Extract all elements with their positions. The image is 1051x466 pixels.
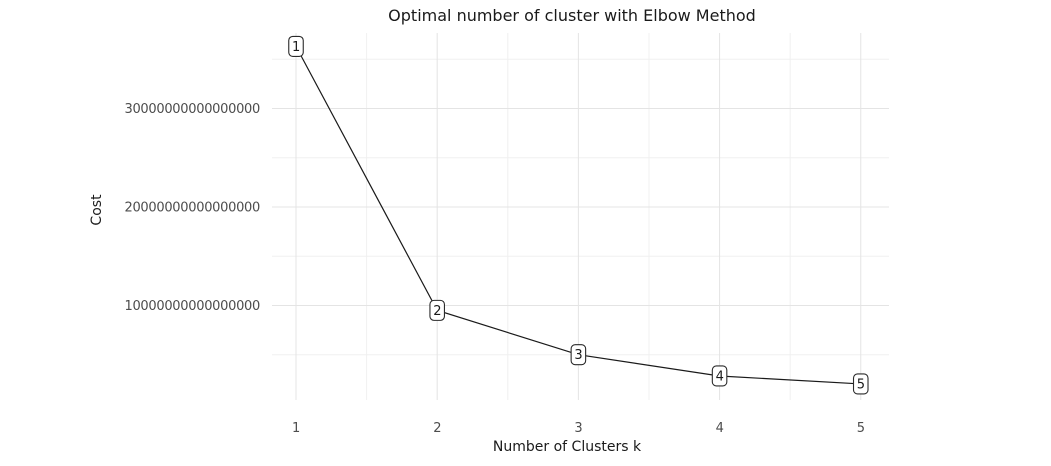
x-axis-title: Number of Clusters k (492, 439, 642, 455)
y-tick-label: 20000000000000000 (124, 200, 260, 215)
y-tick-label: 30000000000000000 (124, 102, 260, 117)
x-tick-label: 4 (716, 421, 724, 436)
data-point-label-box (429, 299, 445, 321)
data-point-label-box (288, 35, 304, 57)
x-tick-label: 5 (857, 421, 865, 436)
data-point-label-box (711, 365, 728, 387)
data-point-label-box (570, 344, 587, 366)
data-point-label: 1 (292, 40, 300, 55)
x-tick-label: 3 (574, 421, 582, 436)
x-tick-label: 1 (292, 421, 300, 436)
x-tick-label: 2 (433, 421, 441, 436)
data-point-label: 3 (574, 348, 582, 363)
chart-title: Optimal number of cluster with Elbow Met… (388, 6, 756, 25)
data-point-label: 2 (433, 304, 441, 319)
y-tick-label: 10000000000000000 (124, 299, 260, 314)
data-point-label-box (852, 373, 869, 395)
data-point-label: 5 (857, 377, 865, 392)
data-point-label: 4 (716, 369, 724, 384)
